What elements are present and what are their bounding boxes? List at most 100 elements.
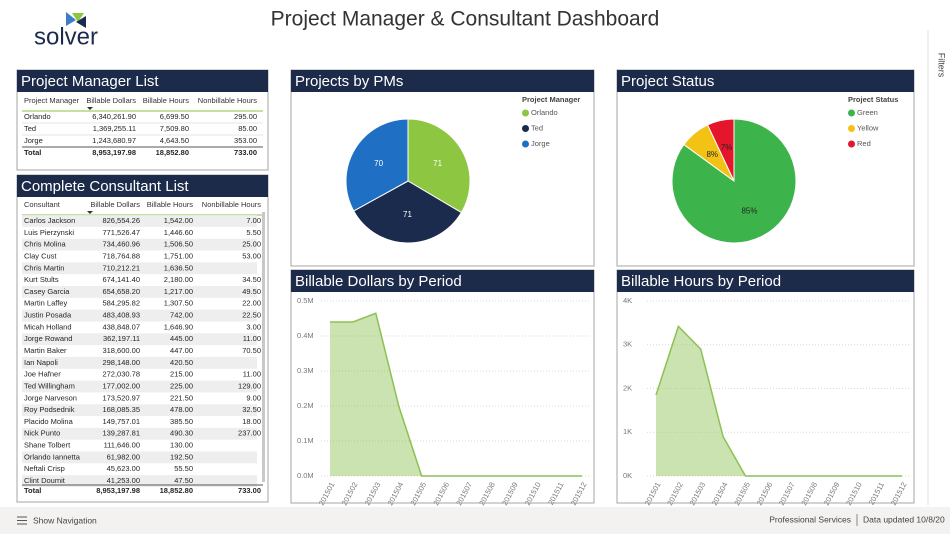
total-cell: 18,852.80 xyxy=(156,148,189,157)
column-header: Billable Dollars xyxy=(90,200,140,209)
table-cell: 11.00 xyxy=(243,370,261,379)
table-cell: 362,197.11 xyxy=(103,334,140,343)
area-fill xyxy=(656,326,902,476)
legend-label: Red xyxy=(857,139,871,148)
table-cell: 272,030.78 xyxy=(102,370,140,379)
table-cell: 353.00 xyxy=(234,136,257,145)
legend-label: Orlando xyxy=(531,108,558,117)
table-cell: Chris Molina xyxy=(24,240,67,249)
table-cell: 173,520.97 xyxy=(102,393,140,402)
y-tick-label: 2K xyxy=(623,383,632,392)
table-cell: 1,636.50 xyxy=(164,263,193,272)
y-tick-label: 4K xyxy=(623,296,632,305)
table-cell: 2,180.00 xyxy=(164,275,193,284)
panel-border xyxy=(290,269,595,504)
total-cell: Total xyxy=(24,148,41,157)
table-cell: 674,141.40 xyxy=(102,275,140,284)
table-cell: Casey Garcia xyxy=(24,287,70,296)
table-cell: 584,295.82 xyxy=(102,299,140,308)
table-cell: 41,253.00 xyxy=(107,476,140,485)
table-cell: 1,369,255.11 xyxy=(93,124,136,133)
table-cell: 53.00 xyxy=(242,251,261,260)
y-tick-label: 0.5M xyxy=(297,296,314,305)
table-cell: Orlando xyxy=(24,112,51,121)
table-cell: Kurt Stults xyxy=(24,275,59,284)
table-cell: 1,646.90 xyxy=(164,322,193,331)
legend-title: Project Manager xyxy=(522,95,580,104)
row-stripe xyxy=(22,333,257,346)
table-cell: 295.00 xyxy=(234,112,257,121)
nav-icon[interactable] xyxy=(17,516,27,525)
table-cell: 420.50 xyxy=(170,358,193,367)
table-cell: 221.50 xyxy=(170,393,193,402)
legend-label: Green xyxy=(857,108,878,117)
table-cell: 32.50 xyxy=(242,405,261,414)
table-cell: 225.00 xyxy=(170,381,193,390)
table-cell: 478.00 xyxy=(170,405,193,414)
table-cell: 7.00 xyxy=(246,216,261,225)
table-cell: 771,526.47 xyxy=(102,228,140,237)
table-cell: 237.00 xyxy=(238,429,261,438)
table-cell: 654,658.20 xyxy=(102,287,140,296)
legend-marker xyxy=(522,140,529,148)
panel-title-bar xyxy=(291,270,594,292)
table-cell: Chris Martin xyxy=(24,263,64,272)
table-cell: 85.00 xyxy=(238,124,257,133)
table-cell: Martin Baker xyxy=(24,346,67,355)
table-cell: 385.50 xyxy=(170,417,193,426)
y-tick-label: 0.3M xyxy=(297,366,314,375)
table-cell: Placido Molina xyxy=(24,417,74,426)
table-cell: 826,554.26 xyxy=(102,216,140,225)
table-cell: Jorge Rowand xyxy=(24,334,72,343)
table-cell: Jorge xyxy=(24,136,43,145)
y-tick-label: 0K xyxy=(623,471,632,480)
table-cell: 718,764.88 xyxy=(102,251,140,260)
area-line xyxy=(330,312,582,477)
table-cell: 18.00 xyxy=(242,417,261,426)
y-tick-label: 0.1M xyxy=(297,436,314,445)
show-navigation[interactable]: Show Navigation xyxy=(33,515,97,525)
filters-label[interactable]: Filters xyxy=(937,53,947,78)
table-cell: Carlos Jackson xyxy=(24,216,75,225)
table-cell: 1,243,680.97 xyxy=(92,136,136,145)
footer-bar xyxy=(0,507,950,534)
row-stripe xyxy=(22,451,257,464)
table-cell: 45,623.00 xyxy=(107,464,140,473)
column-header: Billable Dollars xyxy=(86,96,136,105)
table-cell: Ian Napoli xyxy=(24,358,58,367)
row-stripe xyxy=(22,286,257,298)
panel-border xyxy=(616,269,915,504)
table-cell: Ted Willingham xyxy=(24,381,75,390)
table-cell: 177,002.00 xyxy=(102,381,140,390)
table-cell: 130.00 xyxy=(170,441,193,450)
table-cell: 22.50 xyxy=(242,311,261,320)
table-cell: Micah Holland xyxy=(24,322,72,331)
table-cell: 742.00 xyxy=(170,311,193,320)
scrollbar[interactable] xyxy=(262,212,265,482)
table-cell: Nick Punto xyxy=(24,429,60,438)
row-stripe xyxy=(22,427,257,440)
table-cell: 1,446.60 xyxy=(164,228,193,237)
y-tick-label: 1K xyxy=(623,427,632,436)
y-tick-label: 0.2M xyxy=(297,401,314,410)
table-cell: 1,217.00 xyxy=(164,287,193,296)
legend-marker xyxy=(522,125,529,132)
total-cell: 733.00 xyxy=(238,486,261,495)
total-cell: 18,852.80 xyxy=(160,486,193,495)
legend-marker xyxy=(848,109,855,117)
logo: solver xyxy=(34,12,98,50)
filters-pane[interactable]: Filters xyxy=(927,30,947,505)
table-cell: 5.50 xyxy=(246,228,261,237)
panel-title-bar xyxy=(291,70,594,92)
panel-title: Billable Dollars by Period xyxy=(295,273,462,290)
table-cell: 1,751.00 xyxy=(164,251,193,260)
legend-label: Jorge xyxy=(531,139,550,148)
logo-text: solver xyxy=(34,23,98,50)
table-cell: 139,287.81 xyxy=(102,429,140,438)
area-fill xyxy=(330,313,582,476)
table-cell: 22.00 xyxy=(242,299,261,308)
row-stripe xyxy=(22,404,257,417)
panel-title-bar xyxy=(617,70,914,92)
panel-title: Complete Consultant List xyxy=(21,178,189,195)
table-cell: 70.50 xyxy=(242,346,261,355)
